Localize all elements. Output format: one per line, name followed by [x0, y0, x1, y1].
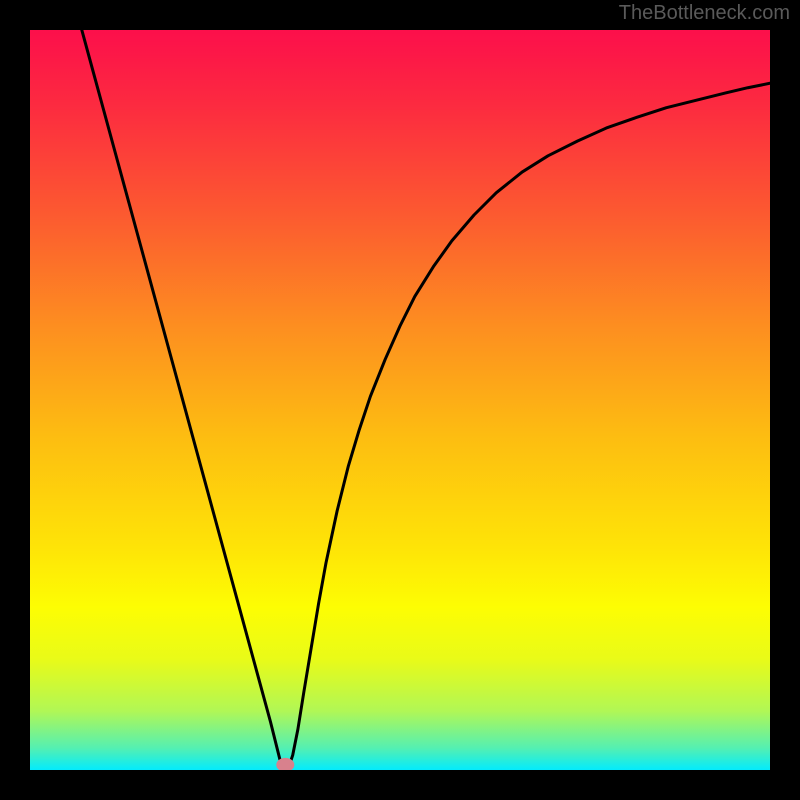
minimum-marker: [276, 758, 294, 772]
watermark-text: TheBottleneck.com: [619, 2, 790, 25]
chart-container: TheBottleneck.com: [0, 0, 800, 800]
bottleneck-chart: [0, 0, 800, 800]
chart-plot-area: [30, 30, 770, 770]
